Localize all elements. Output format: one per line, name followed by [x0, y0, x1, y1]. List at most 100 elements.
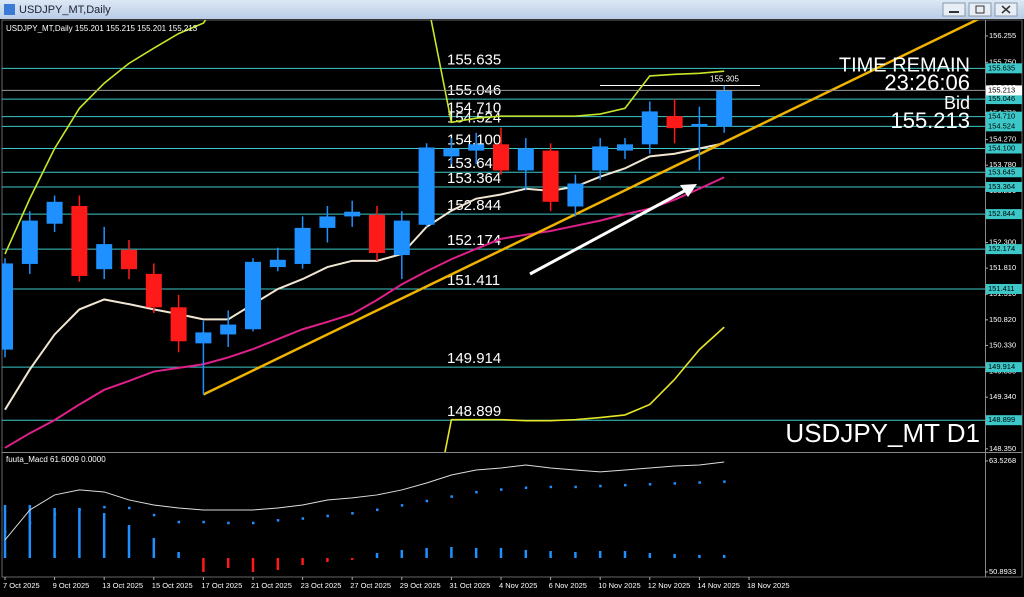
macd-line — [4, 461, 725, 541]
level-axis-label: 152.174 — [988, 244, 1015, 253]
level-label: 154.100 — [447, 131, 501, 148]
candle-body — [121, 249, 137, 270]
level-axis-box — [986, 362, 1022, 373]
y-tick-label: 149.340 — [989, 392, 1016, 401]
macd-pane — [3, 461, 726, 572]
candle-body — [269, 259, 286, 268]
macd-signal-dot — [78, 508, 81, 512]
level-axis-box — [986, 63, 1022, 74]
x-tick-label: 31 Oct 2025 — [449, 581, 490, 590]
y-tick-label: 151.810 — [989, 263, 1016, 272]
symbol-label: USDJPY_MT D1 — [785, 418, 980, 448]
macd-tick-label: 63.5268 — [989, 456, 1016, 465]
macd-signal-dot — [723, 480, 726, 483]
candle-body — [96, 244, 113, 270]
x-tick-label: 15 Oct 2025 — [152, 581, 193, 590]
macd-signal-dot — [450, 495, 453, 498]
level-axis-box — [986, 244, 1022, 255]
candle-body — [517, 148, 534, 171]
level-axis-box — [986, 167, 1022, 178]
level-axis-label: 151.411 — [988, 284, 1015, 293]
candle-body — [666, 116, 683, 129]
bid-axis-label: 155.213 — [988, 85, 1015, 94]
indicator-line — [4, 142, 725, 411]
level-axis-label: 153.645 — [988, 167, 1015, 176]
macd-signal-dot — [276, 519, 280, 522]
trendline — [202, 20, 980, 396]
level-axis-label: 152.844 — [988, 209, 1015, 218]
macd-signal-dot — [202, 520, 205, 524]
level-axis-label: 149.914 — [988, 362, 1015, 371]
level-label: 149.914 — [447, 350, 501, 367]
macd-signal-dot — [425, 499, 429, 503]
macd-signal-dot — [624, 483, 627, 487]
level-label: 155.635 — [447, 51, 501, 68]
window-icon — [4, 4, 15, 15]
macd-signal-dot — [673, 482, 677, 485]
x-tick-label: 6 Nov 2025 — [549, 581, 587, 590]
y-tick-label: 148.350 — [989, 444, 1016, 453]
level-axis-label: 153.364 — [988, 182, 1015, 191]
macd-signal-dot — [549, 485, 553, 489]
time-remain-label: TIME REMAIN — [839, 54, 970, 76]
candle-body — [71, 205, 88, 276]
level-axis-box — [986, 283, 1022, 294]
level-axis-label: 148.899 — [988, 415, 1015, 424]
minimize-button[interactable] — [942, 2, 966, 17]
candle-body — [493, 144, 509, 171]
candle-body — [195, 332, 212, 344]
restore-button[interactable] — [968, 2, 992, 17]
bid-label: Bid — [944, 93, 970, 113]
x-tick-label: 23 Oct 2025 — [301, 581, 342, 590]
x-tick-label: 14 Nov 2025 — [697, 581, 740, 590]
candle-body — [2, 263, 13, 350]
x-tick-label: 12 Nov 2025 — [648, 581, 691, 590]
y-tick-label: 153.780 — [989, 160, 1016, 169]
level-label: 153.364 — [447, 170, 501, 187]
candle-body — [393, 220, 410, 256]
candle-body — [170, 307, 187, 342]
level-axis-box — [986, 143, 1022, 154]
level-label: 152.844 — [447, 197, 501, 214]
level-axis-box — [986, 415, 1022, 426]
chart-info: USDJPY_MT,Daily 155.201 155.215 155.201 … — [6, 24, 198, 33]
x-tick-label: 10 Nov 2025 — [598, 581, 641, 590]
macd-signal-dot — [698, 481, 701, 484]
level-axis-label: 155.635 — [988, 63, 1015, 72]
macd-signal-dot — [475, 490, 478, 494]
candle-body — [418, 147, 435, 225]
candle-body — [468, 144, 485, 151]
indicator-line — [4, 20, 725, 255]
candle-body — [145, 273, 162, 308]
y-tick-label: 150.330 — [989, 340, 1016, 349]
y-tick-label: 154.270 — [989, 135, 1016, 144]
macd-signal-dot — [376, 508, 379, 512]
macd-signal-dot — [177, 520, 181, 524]
candle-body — [294, 227, 311, 264]
level-axis-box — [986, 111, 1022, 122]
candle-body — [443, 148, 460, 157]
level-axis-box — [986, 209, 1022, 220]
candle-body — [567, 183, 584, 207]
macd-signal-dot — [301, 517, 305, 520]
candle-body — [617, 144, 633, 151]
annotation-arrowhead — [680, 184, 697, 197]
macd-signal-dot — [28, 521, 32, 525]
level-axis-label: 154.100 — [988, 143, 1015, 152]
x-tick-label: 17 Oct 2025 — [201, 581, 242, 590]
indicator-line — [4, 176, 725, 449]
level-label: 152.174 — [447, 232, 501, 249]
x-tick-label: 21 Oct 2025 — [251, 581, 292, 590]
candle-body — [46, 201, 63, 224]
bid-value: 155.213 — [890, 108, 970, 133]
x-tick-label: 9 Oct 2025 — [53, 581, 90, 590]
candle-body — [592, 146, 609, 171]
macd-signal-dot — [524, 486, 528, 490]
restore-icon — [975, 5, 985, 14]
y-tick-label: 150.820 — [989, 315, 1016, 324]
title-bar — [0, 0, 1024, 19]
level-axis-box — [986, 94, 1022, 105]
macd-signal-dot — [53, 512, 57, 516]
candle-body — [344, 211, 361, 217]
